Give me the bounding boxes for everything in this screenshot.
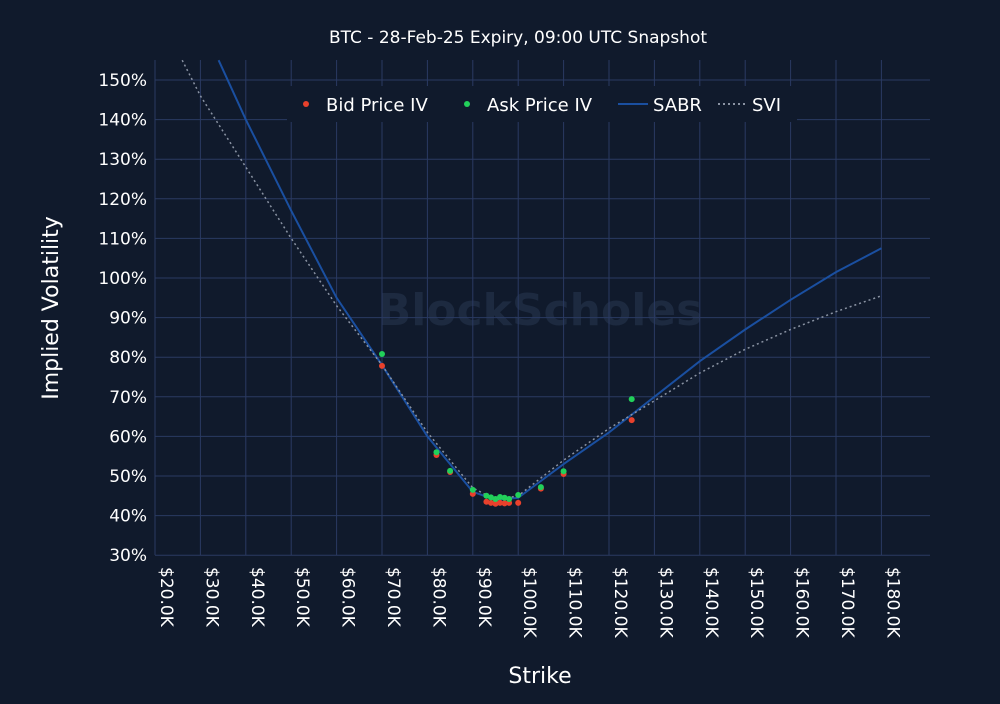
x-tick-label: $70.0K <box>383 567 403 628</box>
ask-point <box>515 492 522 499</box>
ask-point <box>492 495 499 502</box>
x-tick-label: $50.0K <box>292 567 312 628</box>
x-tick-label: $100.0K <box>519 567 539 638</box>
y-tick-label: 40% <box>109 507 147 527</box>
chart-title: BTC - 28-Feb-25 Expiry, 09:00 UTC Snapsh… <box>329 28 707 48</box>
ask-point <box>447 467 454 474</box>
bid-point <box>497 499 504 506</box>
y-tick-label: 50% <box>109 467 147 487</box>
points <box>379 351 635 507</box>
x-tick-label: $160.0K <box>792 567 812 638</box>
bid-point <box>487 499 494 506</box>
bid-point <box>501 500 508 507</box>
bid-point <box>483 498 490 505</box>
x-tick-label: $120.0K <box>610 567 630 638</box>
ask-point <box>560 468 567 475</box>
ask-point <box>483 492 490 499</box>
ask-point <box>487 494 494 501</box>
y-axis-ticks: 30% 40% 50% 60% 70% 80% 90% 100% 110% 120% 130% 140… <box>98 71 147 566</box>
y-tick-label: 150% <box>98 71 147 91</box>
y-tick-label: 70% <box>109 388 147 408</box>
ask-point <box>501 494 508 501</box>
ask-point <box>433 449 440 456</box>
x-tick-label: $110.0K <box>565 567 585 638</box>
legend-bid-marker <box>303 101 309 107</box>
x-tick-label: $130.0K <box>655 567 675 638</box>
legend: Bid Price IV Ask Price IV SABR SVI <box>287 86 797 122</box>
y-tick-label: 120% <box>98 190 147 210</box>
ask-point <box>379 351 385 358</box>
ask-point <box>628 396 635 403</box>
legend-ask-label[interactable]: Ask Price IV <box>487 95 593 116</box>
svi-curve <box>181 59 882 501</box>
x-axis-label: Strike <box>508 664 571 689</box>
ask-point <box>497 493 504 500</box>
x-tick-label: $80.0K <box>428 567 448 628</box>
x-tick-label: $140.0K <box>701 567 721 638</box>
y-tick-label: 140% <box>98 111 147 131</box>
y-tick-label: 60% <box>109 427 147 447</box>
bid-point <box>628 417 635 424</box>
x-tick-label: $40.0K <box>247 567 267 628</box>
x-tick-label: $30.0K <box>201 567 221 628</box>
x-tick-label: $60.0K <box>338 567 358 628</box>
x-tick-label: $90.0K <box>474 567 494 628</box>
x-tick-label: $20.0K <box>156 567 176 628</box>
bid-point <box>492 500 499 507</box>
legend-sabr-label[interactable]: SABR <box>653 95 702 116</box>
legend-bid-label[interactable]: Bid Price IV <box>326 95 428 116</box>
x-tick-label: $150.0K <box>746 567 766 638</box>
x-tick-label: $180.0K <box>882 567 902 638</box>
y-tick-label: 110% <box>98 229 147 249</box>
bid-point <box>515 499 522 506</box>
y-tick-label: 100% <box>98 269 147 289</box>
y-tick-label: 30% <box>109 546 147 566</box>
watermark: BlockScholes <box>378 285 703 336</box>
ask-point <box>506 495 513 502</box>
y-axis-label: Implied Volatility <box>39 216 64 400</box>
curves <box>181 59 882 501</box>
legend-svi-label[interactable]: SVI <box>752 95 781 116</box>
y-tick-label: 80% <box>109 348 147 368</box>
ask-point <box>537 484 544 491</box>
ask-point <box>469 486 476 493</box>
legend-ask-marker <box>464 101 470 107</box>
sabr-curve <box>217 59 882 501</box>
y-tick-label: 90% <box>109 309 147 329</box>
x-axis-ticks: $20.0K $30.0K $40.0K $50.0K $60.0K $70.0K $80.… <box>156 567 902 638</box>
y-tick-label: 130% <box>98 150 147 170</box>
x-tick-label: $170.0K <box>837 567 857 638</box>
bid-point <box>379 362 385 369</box>
